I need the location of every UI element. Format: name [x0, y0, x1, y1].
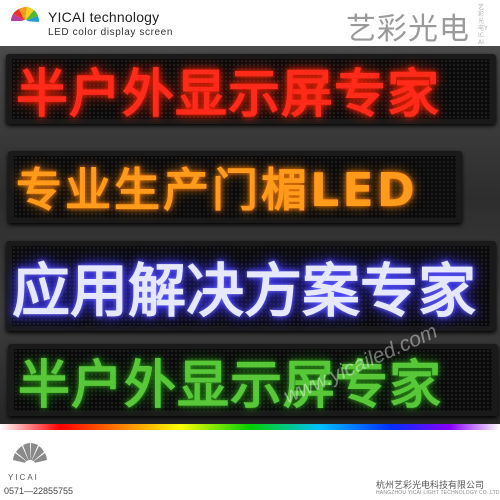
led-sign-red: 半户外显示屏专家 [6, 54, 496, 124]
footer-logo-word: YICAI [8, 473, 39, 482]
led-sign-blue: 应用解决方案专家 [6, 241, 496, 331]
header: YICAI technology LED color display scree… [0, 0, 500, 47]
yicai-footer-logo-icon [13, 443, 47, 472]
yicai-logo-icon [11, 6, 40, 30]
phone-number: 0571—22855755 [4, 486, 74, 496]
footer: YICAI 0571—22855755 杭州艺彩光电科技有限公司 HANGZHO… [0, 430, 500, 500]
company-name-en-footer: HANGZHOU YICAI LIGHT TECHNOLOGY CO.,LTD [376, 490, 500, 496]
company-tagline: LED color display screen [48, 27, 174, 38]
led-sign-green: 半户外显示屏专家 [8, 344, 498, 416]
brand-vertical-text: 艺彩光电YICAI [478, 4, 488, 46]
company-name-cn: 杭州艺彩光电科技有限公司 [376, 481, 485, 491]
led-sign-blue-text: 应用解决方案专家 [12, 257, 477, 325]
led-signs-photo: 半户外显示屏专家 专业生产门楣LED 应用解决方案专家 半户外显示屏专家 www… [0, 46, 500, 424]
led-sign-orange: 专业生产门楣LED [8, 151, 462, 223]
color-spectrum-bar [0, 424, 500, 430]
led-sign-red-text: 半户外显示屏专家 [16, 64, 441, 125]
brand-name-cn: 艺彩光电 [346, 12, 470, 47]
led-sign-orange-text: 专业生产门楣LED [16, 163, 418, 217]
company-name-en: YICAI technology [48, 9, 160, 25]
led-sign-green-text: 半户外显示屏专家 [18, 355, 443, 416]
